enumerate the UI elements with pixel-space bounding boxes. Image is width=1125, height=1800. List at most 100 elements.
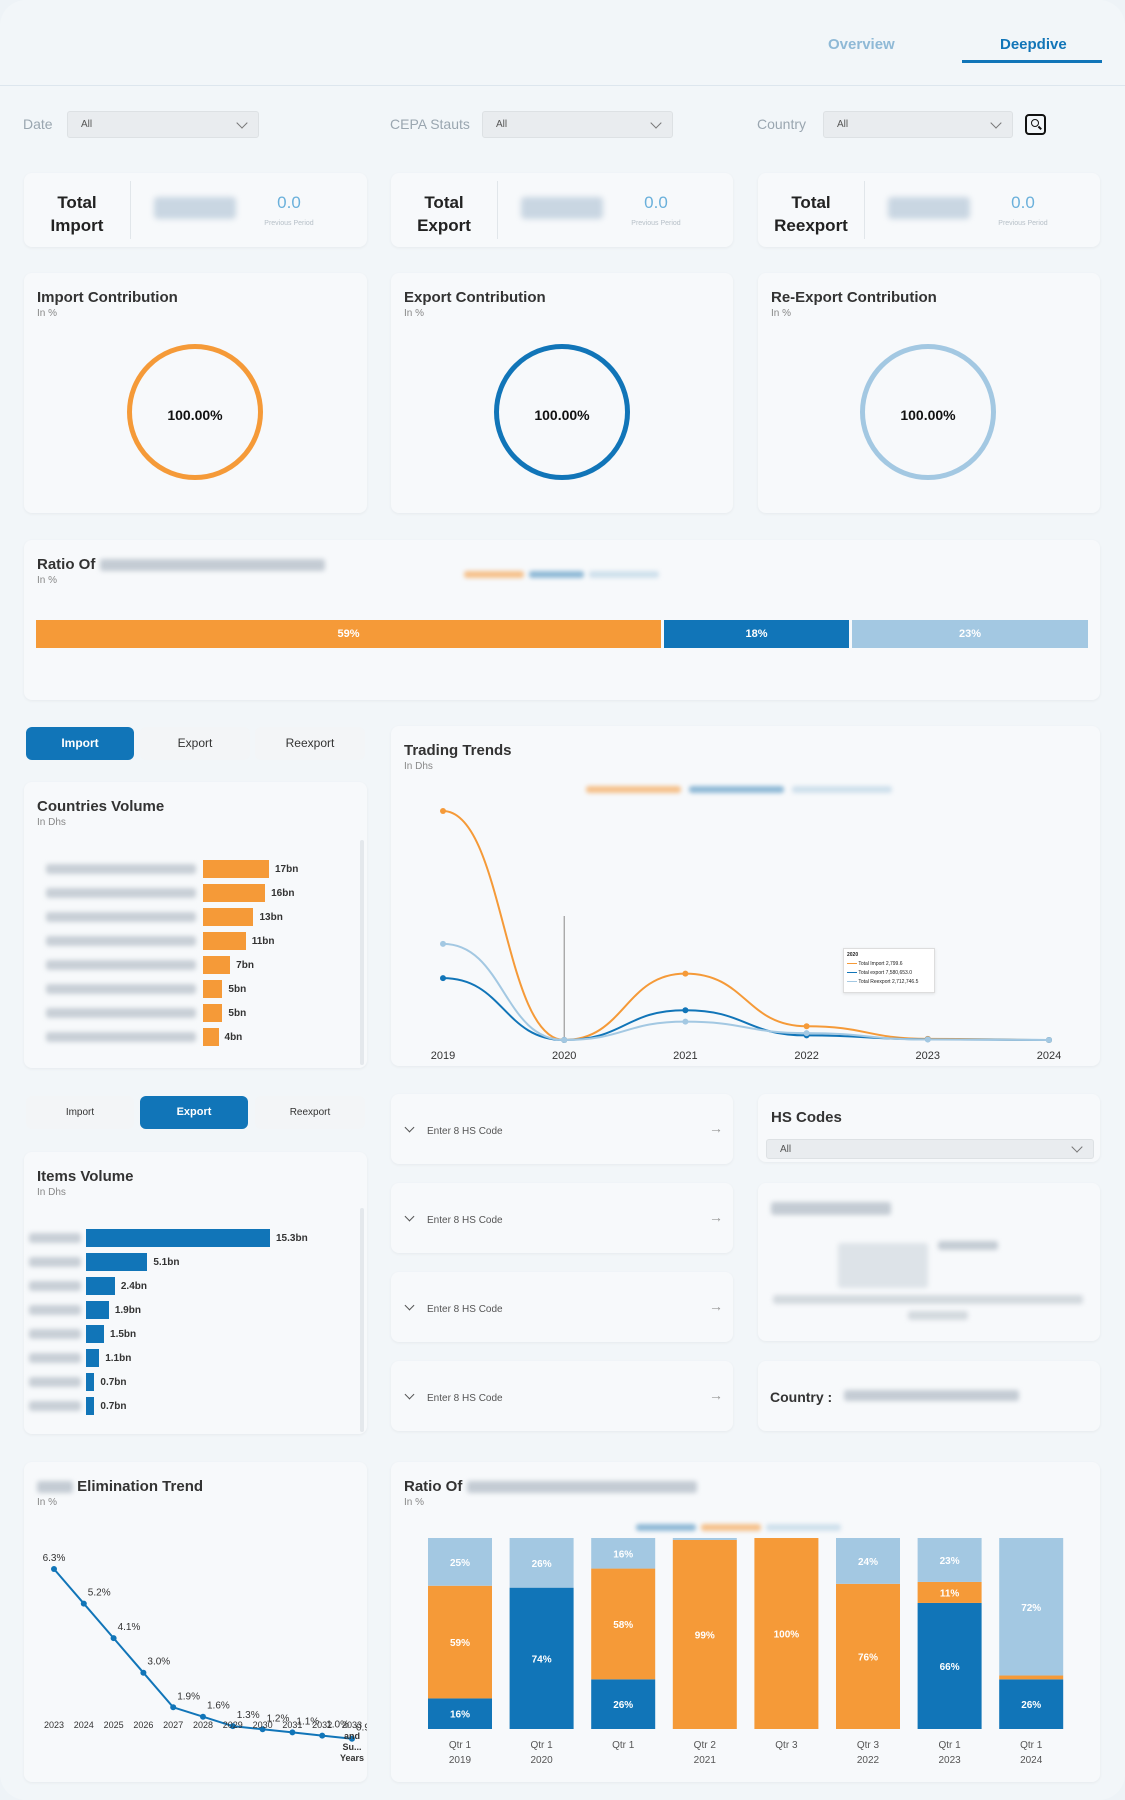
x-tick-label: Qtr 3: [857, 1740, 880, 1751]
hs-code-placeholder: Enter 8 HS Code: [427, 1304, 503, 1315]
redacted-text: [99, 559, 325, 572]
hs-code-placeholder: Enter 8 HS Code: [427, 1393, 503, 1404]
chart-tooltip: 2020 Total Import 2,799.6 Total export 7…: [843, 948, 935, 993]
data-label: 1.9%: [177, 1691, 200, 1702]
arrow-right-icon[interactable]: →: [709, 1298, 723, 1314]
countries-toggle-export[interactable]: Export: [140, 727, 250, 760]
tab-deepdive[interactable]: Deepdive: [1000, 36, 1067, 53]
chevron-down-icon[interactable]: [404, 1122, 415, 1133]
legend-redacted: [529, 571, 584, 578]
x-tick-label: 2026: [133, 1720, 153, 1730]
data-point: [803, 1023, 810, 1030]
bar[interactable]: [203, 956, 231, 974]
items-toggle-import[interactable]: Import: [26, 1096, 134, 1129]
bar-category-redacted: [29, 1233, 81, 1243]
bar[interactable]: [203, 932, 246, 950]
chevron-down-icon[interactable]: [404, 1211, 415, 1222]
kpi-total-reexport: Total Reexport 0.0 Previous Period: [758, 173, 1100, 247]
ring-value: 100.00%: [167, 407, 223, 423]
kpi-total-export: Total Export 0.0 Previous Period: [391, 173, 733, 247]
cepa-select-value: All: [496, 119, 508, 130]
bar[interactable]: [203, 980, 223, 998]
arrow-right-icon[interactable]: →: [709, 1120, 723, 1136]
kpi-label: Total Import: [50, 193, 104, 235]
hs-code-input-3[interactable]: Enter 8 HS Code →: [391, 1272, 733, 1342]
bar[interactable]: [203, 908, 254, 926]
redacted-text: [938, 1241, 998, 1250]
bar[interactable]: [203, 1004, 223, 1022]
segment-label: 26%: [1021, 1700, 1041, 1711]
stacked-bar-segment: [917, 1602, 982, 1729]
data-point: [259, 1726, 266, 1733]
ratio-card: Ratio Of In % 59% 18% 23%: [24, 540, 1100, 700]
bar-category-redacted: [29, 1377, 81, 1387]
bar[interactable]: [203, 860, 269, 878]
redacted-text: [466, 1481, 697, 1494]
stacked-bar-segment: [591, 1679, 656, 1729]
items-toggle-export[interactable]: Export: [140, 1096, 248, 1129]
bar[interactable]: [203, 1028, 219, 1046]
data-point: [803, 1030, 810, 1037]
data-point: [1046, 1037, 1052, 1043]
card-subtitle: In %: [771, 308, 792, 319]
stacked-bar-segment: [672, 1538, 737, 1540]
bar[interactable]: [86, 1373, 95, 1391]
card-subtitle: In Dhs: [37, 1187, 66, 1198]
data-label: 3.0%: [147, 1657, 170, 1668]
stacked-bar-segment: [754, 1538, 819, 1729]
data-label: 4.1%: [118, 1622, 141, 1633]
data-point: [682, 1007, 689, 1014]
hs-codes-select[interactable]: All: [766, 1139, 1094, 1159]
bar[interactable]: [86, 1277, 115, 1295]
cepa-select[interactable]: All: [482, 111, 673, 138]
bar[interactable]: [86, 1253, 148, 1271]
bar[interactable]: [86, 1349, 100, 1367]
items-volume-card: Items Volume In Dhs 15.3bn 5.1bn 2.4bn 1.9b…: [24, 1152, 367, 1434]
items-toggle-reexport[interactable]: Reexport: [255, 1096, 365, 1129]
x-tick-label: Qtr 3: [775, 1740, 798, 1751]
bar-category-redacted: [46, 1008, 196, 1018]
search-button[interactable]: [1025, 114, 1046, 135]
x-tick-label: 2019: [431, 1050, 455, 1062]
x-tick-label: Qtr 1: [1020, 1740, 1043, 1751]
date-select[interactable]: All: [67, 111, 259, 138]
stacked-bar-segment: [428, 1698, 492, 1729]
hs-code-input-4[interactable]: Enter 8 HS Code →: [391, 1361, 733, 1431]
country-label: Country :: [770, 1389, 833, 1405]
data-label: 6.3%: [43, 1553, 66, 1564]
scrollbar[interactable]: [360, 1208, 364, 1432]
segment-label: 25%: [450, 1558, 470, 1569]
card-title: Export Contribution: [404, 289, 546, 306]
kpi-total-import: Total Import 0.0 Previous Period: [24, 173, 367, 247]
card-subtitle: In Dhs: [404, 761, 433, 772]
hs-code-input-1[interactable]: Enter 8 HS Code →: [391, 1094, 733, 1164]
scrollbar[interactable]: [360, 840, 364, 1065]
bar[interactable]: [86, 1301, 109, 1319]
x-tick-label: 2031: [282, 1720, 302, 1730]
chevron-down-icon[interactable]: [404, 1300, 415, 1311]
bar[interactable]: [203, 884, 266, 902]
date-filter-label: Date: [23, 116, 53, 132]
hs-code-input-2[interactable]: Enter 8 HS Code →: [391, 1183, 733, 1253]
export-contribution-card: Export Contribution In % 100.00%: [391, 273, 733, 513]
data-point: [682, 970, 689, 977]
country-select[interactable]: All: [823, 111, 1013, 138]
chevron-down-icon[interactable]: [404, 1389, 415, 1400]
bar[interactable]: [86, 1229, 270, 1247]
stacked-bar-segment: [999, 1675, 1064, 1680]
legend-redacted: [792, 786, 892, 793]
data-label: 5.2%: [88, 1588, 111, 1599]
data-point: [51, 1566, 57, 1572]
arrow-right-icon[interactable]: →: [709, 1209, 723, 1225]
x-tick-label: 2023: [916, 1050, 940, 1062]
segment-label: 11%: [940, 1588, 960, 1599]
bar[interactable]: [86, 1397, 95, 1415]
bar-category-redacted: [46, 888, 196, 898]
data-point: [440, 808, 446, 814]
countries-toggle-reexport[interactable]: Reexport: [255, 727, 365, 760]
bar[interactable]: [86, 1325, 105, 1343]
countries-toggle-import[interactable]: Import: [26, 727, 134, 760]
arrow-right-icon[interactable]: →: [709, 1387, 723, 1403]
tab-overview[interactable]: Overview: [828, 36, 895, 53]
